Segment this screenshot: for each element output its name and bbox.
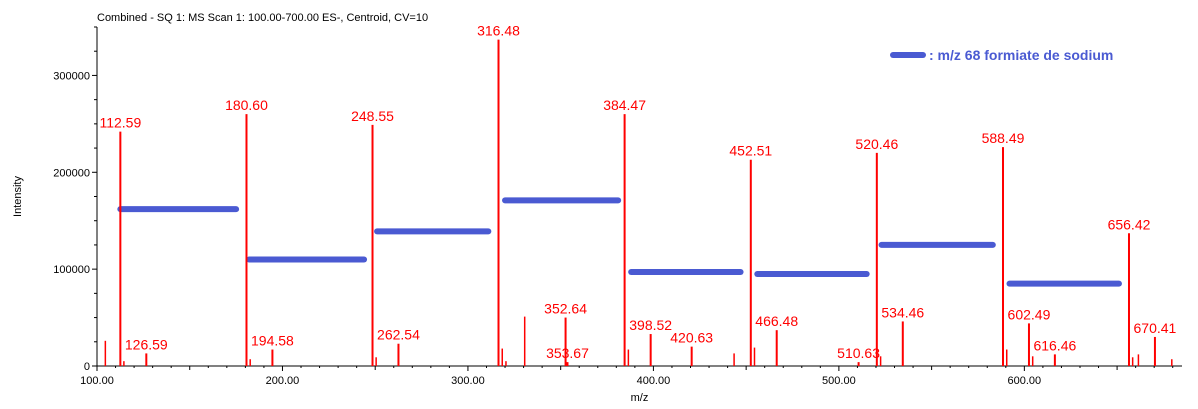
x-tick-label: 500.00	[822, 375, 856, 387]
peak-label: 656.42	[1108, 216, 1151, 232]
peak-label: 466.48	[755, 313, 798, 329]
peak-label: 670.41	[1134, 320, 1177, 336]
peak-label: 316.48	[477, 23, 520, 39]
x-tick-label: 400.00	[637, 375, 671, 387]
peak-label: 248.55	[351, 108, 394, 124]
peak-label: 510.63	[837, 345, 880, 361]
x-axis-label: m/z	[631, 392, 649, 404]
x-tick-label: 100.00	[80, 375, 114, 387]
peak-label: 352.64	[544, 301, 587, 317]
peak-label: 588.49	[982, 130, 1025, 146]
peak-label: 126.59	[125, 336, 168, 352]
peak-label: 420.63	[670, 330, 713, 346]
chart-header: Combined - SQ 1: MS Scan 1: 100.00-700.0…	[97, 12, 428, 24]
peak-label: 180.60	[225, 97, 268, 113]
y-tick-label: 200000	[53, 167, 90, 179]
peak-label: 534.46	[881, 304, 924, 320]
peak-label: 262.54	[377, 327, 420, 343]
legend-text: : m/z 68 formiate de sodium	[929, 47, 1113, 63]
peak-label: 384.47	[603, 97, 646, 113]
peak-label: 353.67	[546, 345, 589, 361]
peak-label: 398.52	[629, 317, 672, 333]
peak-label: 602.49	[1008, 306, 1051, 322]
peak-label: 452.51	[729, 143, 772, 159]
y-axis-label: Intensity	[12, 176, 24, 217]
legend: : m/z 68 formiate de sodium	[890, 47, 1113, 63]
x-tick-label: 200.00	[266, 375, 300, 387]
y-tick-label: 300000	[53, 70, 90, 82]
ticks: 100.00 200.00 300.00 400.00 500.00 600.00 0 100…	[53, 26, 1174, 387]
y-tick-label: 100000	[53, 264, 90, 276]
peak-label: 194.58	[251, 333, 294, 349]
spacing-bars	[117, 197, 1122, 287]
x-tick-label: 600.00	[1008, 375, 1042, 387]
peak-label: 616.46	[1033, 337, 1076, 353]
peak-labels: 112.59 126.59 180.60 194.58 248.55 262.54 316.…	[99, 23, 1176, 362]
peaks	[104, 39, 1173, 366]
peak-label: 520.46	[855, 136, 898, 152]
x-tick-label: 300.00	[451, 375, 485, 387]
peak-label: 112.59	[99, 115, 141, 131]
y-tick-label: 0	[84, 361, 90, 373]
